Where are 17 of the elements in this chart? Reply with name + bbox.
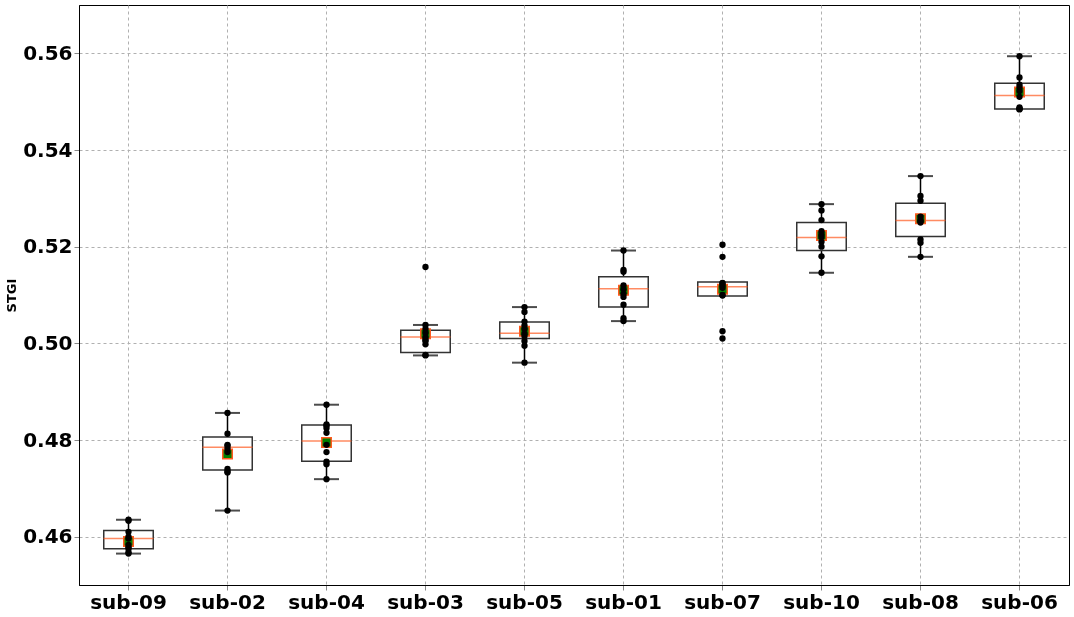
y-tick-label: 0.52 — [23, 234, 73, 259]
x-tick-label: sub-08 — [882, 589, 959, 614]
x-tick-label: sub-02 — [189, 589, 266, 614]
x-tick-label: sub-10 — [783, 589, 860, 614]
x-tick-label: sub-09 — [90, 589, 167, 614]
x-tick-label: sub-04 — [288, 589, 365, 614]
x-tick-label: sub-06 — [981, 589, 1058, 614]
y-tick-label: 0.46 — [23, 524, 73, 549]
x-tick-label: sub-01 — [585, 589, 662, 614]
x-tick-label: sub-03 — [387, 589, 464, 614]
y-tick-label: 0.54 — [23, 137, 73, 162]
x-tick-label: sub-05 — [486, 589, 563, 614]
x-tick-label: sub-07 — [684, 589, 761, 614]
y-tick-label: 0.56 — [23, 40, 73, 65]
y-axis-title: STGI — [4, 278, 20, 313]
y-tick-label: 0.50 — [23, 330, 73, 355]
y-tick-label: 0.48 — [23, 427, 73, 452]
